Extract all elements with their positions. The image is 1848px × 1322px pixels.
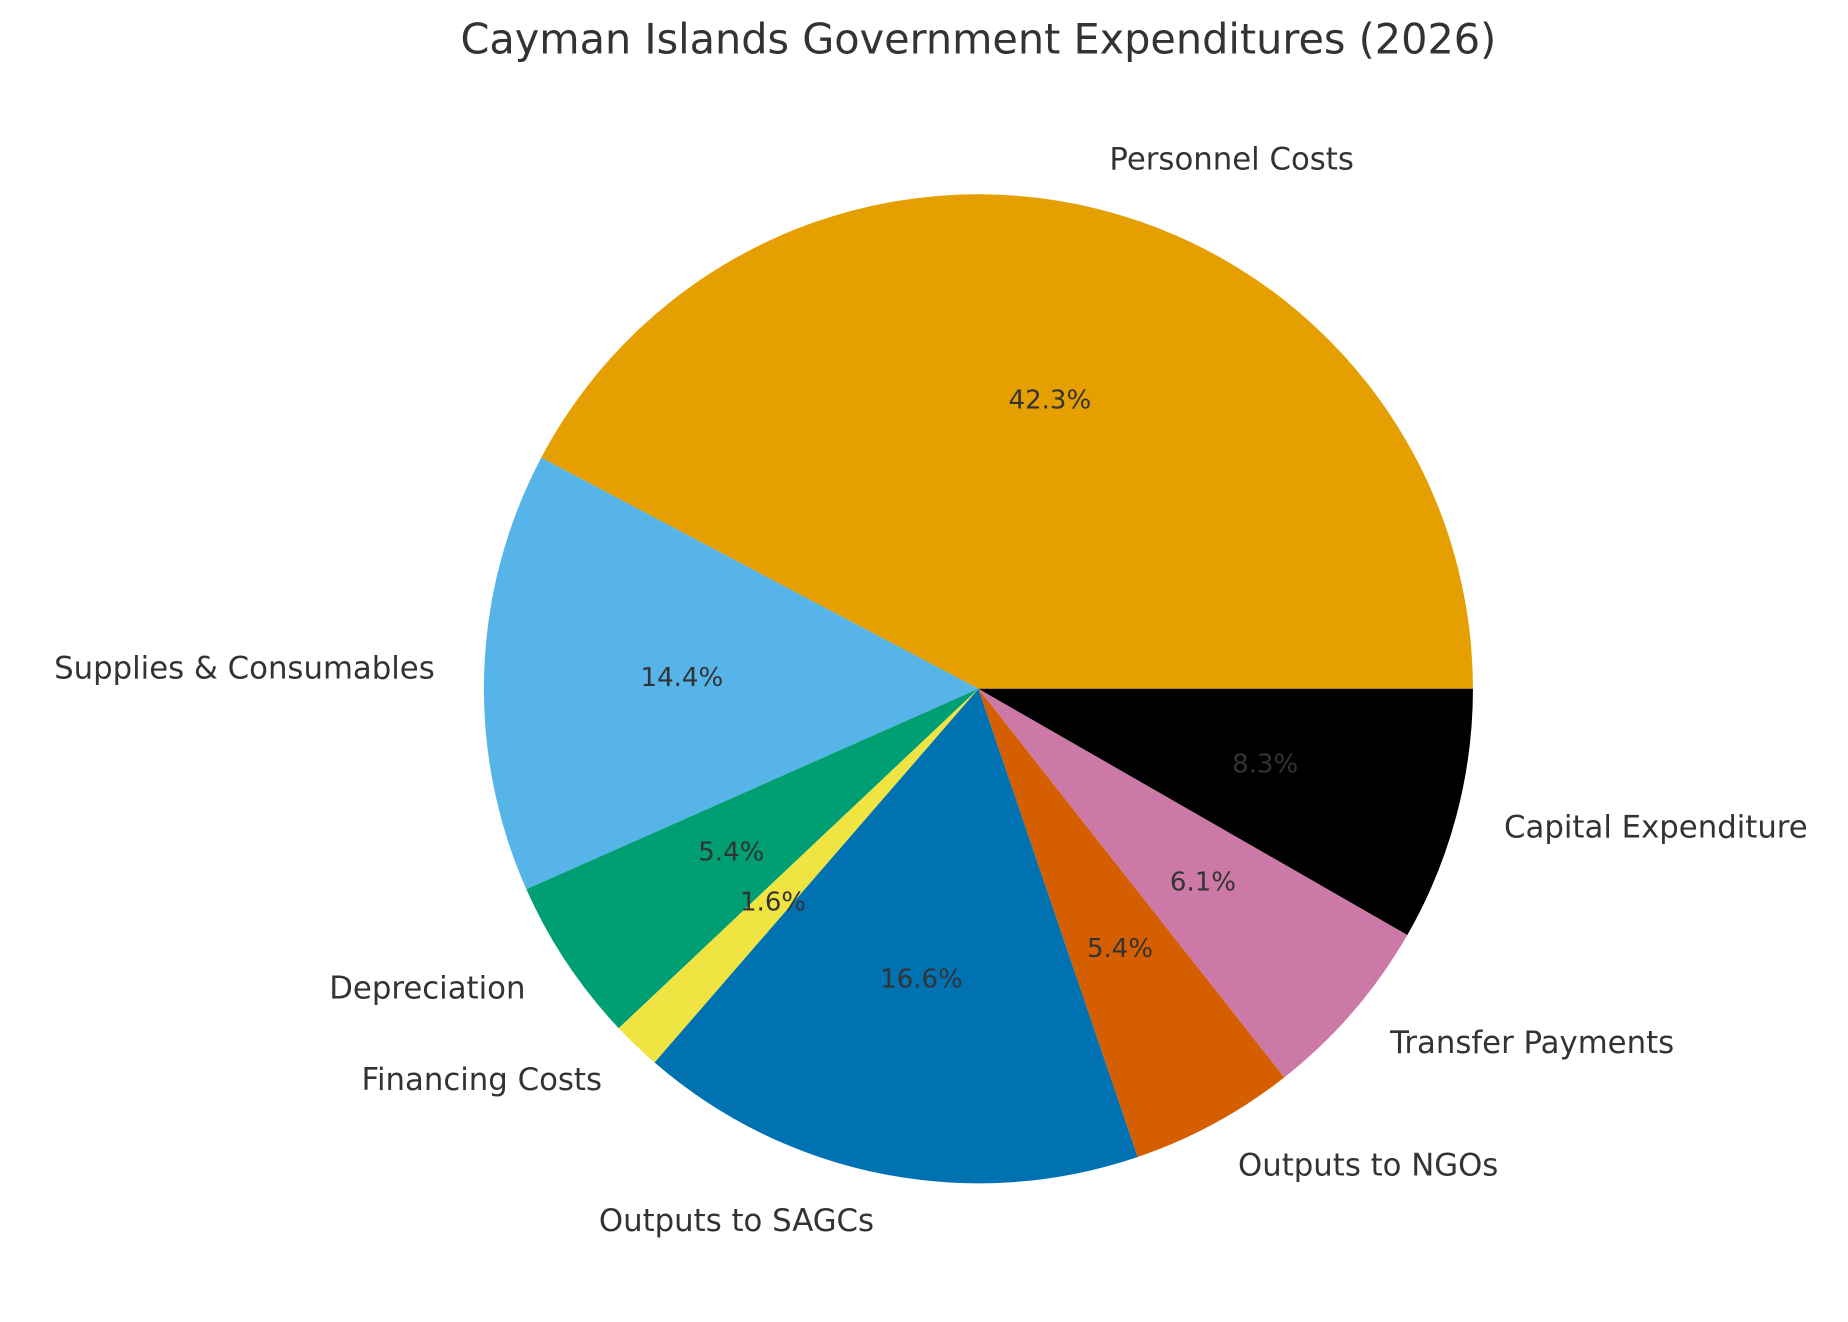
slice-label: Outputs to NGOs (1238, 1147, 1498, 1183)
labels: Personnel Costs 42.3% Supplies & Consumabl… (54, 141, 1808, 1239)
pie-slice-outputs-to-sagcs (654, 688, 1138, 1184)
chart-title: Cayman Islands Government Expenditures (… (461, 15, 1497, 63)
slice-percent-label: 1.6% (740, 888, 806, 918)
pie-slice-transfer-payments (978, 688, 1408, 1078)
slice-label: Financing Costs (362, 1062, 602, 1098)
slice-percent-label: 5.4% (698, 838, 764, 868)
slice-percent-label: 6.1% (1170, 867, 1236, 897)
slice-label: Supplies & Consumables (54, 651, 435, 687)
slice-percent-label: 14.4% (641, 663, 724, 693)
slices (483, 194, 1473, 1184)
slice-percent-label: 42.3% (1009, 385, 1092, 415)
slice-label: Depreciation (329, 971, 525, 1007)
pie-slice-personnel-costs (541, 194, 1473, 689)
slice-percent-label: 16.6% (880, 965, 963, 995)
pie-slice-supplies-consumables (483, 457, 979, 890)
slice-percent-label: 8.3% (1232, 750, 1298, 780)
pie-slice-financing-costs (618, 688, 979, 1063)
pie-slice-depreciation (526, 688, 979, 1029)
pie-slice-outputs-to-ngos (978, 688, 1285, 1157)
slice-label: Outputs to SAGCs (599, 1203, 874, 1239)
slice-label: Personnel Costs (1109, 141, 1353, 177)
slice-label: Transfer Payments (1389, 1025, 1674, 1061)
slice-label: Capital Expenditure (1504, 809, 1808, 845)
pie-slice-capital-expenditure (978, 688, 1473, 935)
slice-percent-label: 5.4% (1087, 934, 1153, 964)
